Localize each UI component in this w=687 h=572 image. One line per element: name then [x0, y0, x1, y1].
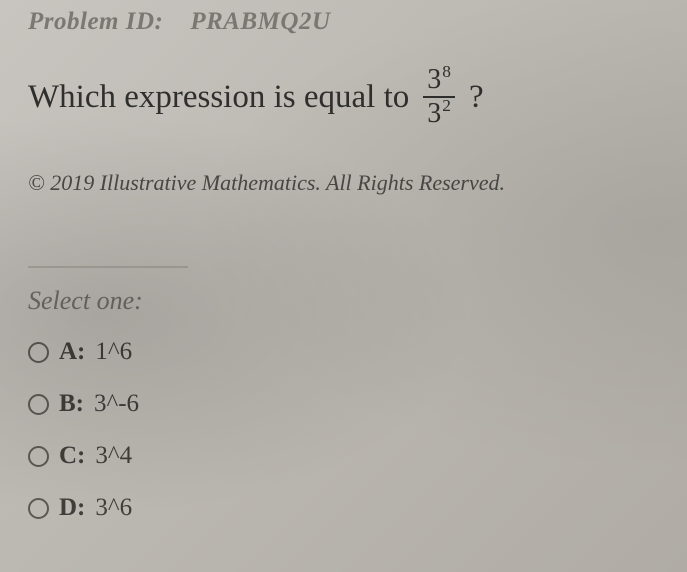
problem-id-value: PRABMQ2U [190, 8, 330, 35]
option-label: C: [59, 442, 85, 470]
radio-icon[interactable] [28, 394, 49, 415]
option-value: 3^6 [95, 494, 132, 522]
option-d[interactable]: D: 3^6 [28, 494, 659, 522]
question-text: Which expression is equal to [28, 79, 409, 116]
options-group: A: 1^6 B: 3^-6 C: 3^4 D: 3^6 [28, 338, 659, 522]
radio-icon[interactable] [28, 446, 49, 467]
denominator-exponent: 2 [442, 97, 451, 114]
copyright-text: © 2019 Illustrative Mathematics. All Rig… [28, 170, 659, 196]
option-value: 3^-6 [94, 390, 139, 418]
problem-id-label: Problem ID: [28, 8, 163, 35]
option-b[interactable]: B: 3^-6 [28, 390, 659, 418]
fraction: 3 8 3 2 [423, 66, 455, 128]
option-label: D: [59, 494, 85, 522]
option-a[interactable]: A: 1^6 [28, 338, 659, 366]
option-c[interactable]: C: 3^4 [28, 442, 659, 470]
question-line: Which expression is equal to 3 8 3 2 ? [28, 66, 659, 128]
option-label: B: [59, 390, 84, 418]
option-label: A: [59, 338, 85, 366]
fraction-numerator: 3 8 [423, 66, 455, 96]
question-mark: ? [469, 79, 484, 116]
radio-icon[interactable] [28, 342, 49, 363]
numerator-exponent: 8 [442, 63, 451, 80]
numerator-base: 3 [427, 66, 441, 94]
select-prompt: Select one: [28, 286, 659, 316]
option-value: 1^6 [95, 338, 132, 366]
fraction-denominator: 3 2 [423, 96, 455, 128]
option-value: 3^4 [95, 442, 132, 470]
problem-id-line: Problem ID: PRABMQ2U [28, 8, 659, 36]
denominator-base: 3 [427, 100, 441, 128]
radio-icon[interactable] [28, 498, 49, 519]
divider [28, 266, 188, 268]
